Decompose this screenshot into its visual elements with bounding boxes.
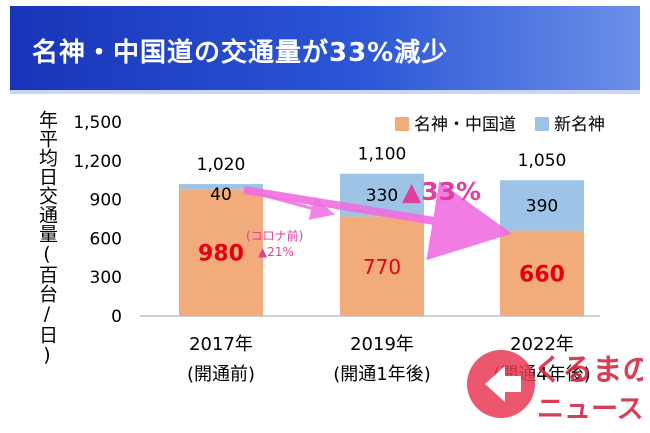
legend: 名神・中国道 新名神 xyxy=(395,115,605,135)
y-tick-label: 0 xyxy=(111,307,122,327)
y-axis-label: 年平均日交通量(百台/日) xyxy=(36,110,58,366)
y-tick-label: 1,500 xyxy=(73,113,122,133)
value-label-shinmeishin-2017: 40 xyxy=(210,185,232,205)
x-tick-year-2017: 2017年 xyxy=(189,334,253,355)
title-banner: 名神・中国道の交通量が33%減少 xyxy=(10,6,640,94)
value-label-meishin-2022: 660 xyxy=(519,262,565,287)
annotation-covid-change: ▲21% xyxy=(258,245,294,259)
y-tick-label: 600 xyxy=(90,229,122,249)
y-axis: 0 300 600 900 1,200 1,500 xyxy=(73,113,122,327)
legend-swatch-shinmeishin xyxy=(535,117,549,131)
bar-meishin-2022 xyxy=(500,230,584,316)
kuruma-news-logo: くるまの ニュース xyxy=(467,350,643,425)
bar-shinmeishin-2017 xyxy=(179,184,263,190)
bar-shinmeishin-2022 xyxy=(500,180,584,231)
x-tick-year-2022: 2022年 xyxy=(510,334,574,355)
total-label-2017: 1,020 xyxy=(197,155,246,175)
legend-label-shinmeishin: 新名神 xyxy=(554,115,605,135)
legend-label-meishin: 名神・中国道 xyxy=(414,115,516,135)
total-label-2022: 1,050 xyxy=(518,151,567,171)
legend-swatch-meishin xyxy=(395,117,409,131)
bar-meishin-2017 xyxy=(179,189,263,316)
y-tick-label: 1,200 xyxy=(73,152,122,172)
annotation-covid-note: (コロナ前) xyxy=(246,228,303,243)
x-tick-note-2019: (開通1年後) xyxy=(333,364,431,385)
y-tick-label: 300 xyxy=(90,268,122,288)
trend-arrow-33 xyxy=(243,181,512,261)
y-tick-label: 900 xyxy=(90,191,122,211)
total-labels: 1,020 1,100 1,050 xyxy=(197,145,567,175)
total-label-2019: 1,100 xyxy=(358,145,407,165)
watermark-line2: ニュース xyxy=(537,394,643,425)
watermark-line1: くるまの xyxy=(533,353,643,388)
value-label-meishin-2017: 980 xyxy=(198,242,244,267)
x-tick-note-2017: (開通前) xyxy=(187,364,255,385)
chart-title: 名神・中国道の交通量が33%減少 xyxy=(32,38,449,68)
annotation-total-change: ▲33% xyxy=(402,177,481,206)
trend-arrow-21 xyxy=(243,188,335,220)
x-tick-year-2019: 2019年 xyxy=(350,334,414,355)
value-label-shinmeishin-2022: 390 xyxy=(526,196,558,216)
value-label-shinmeishin-2019: 330 xyxy=(366,186,398,206)
bars xyxy=(179,173,584,316)
value-labels: 980 770 660 40 330 390 xyxy=(198,185,565,287)
value-label-meishin-2019: 770 xyxy=(363,255,401,279)
bar-meishin-2019 xyxy=(340,216,424,316)
